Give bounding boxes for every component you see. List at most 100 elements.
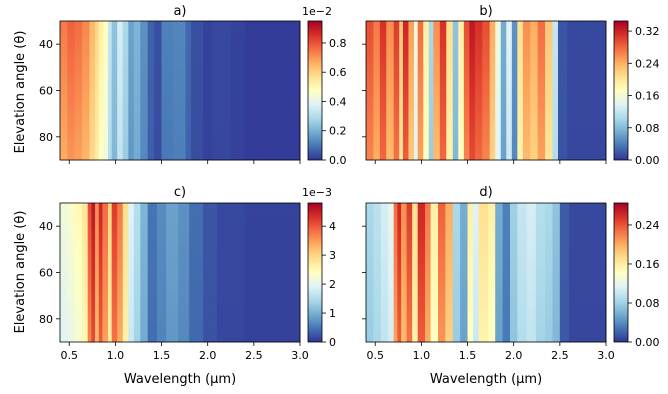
heatmap-cell — [212, 104, 232, 110]
heatmap-cell — [140, 150, 149, 156]
heatmap-cell — [482, 104, 491, 110]
heatmap-cell — [482, 58, 491, 64]
heatmap-cell — [467, 230, 474, 236]
heatmap-cell — [128, 212, 135, 218]
heatmap-cell — [467, 272, 474, 278]
heatmap-cell — [185, 99, 192, 105]
heatmap-cell — [189, 207, 204, 213]
heatmap-cell — [102, 253, 109, 259]
heatmap-cell — [393, 109, 400, 115]
heatmap-cell — [388, 244, 395, 250]
heatmap-cell — [500, 90, 507, 96]
colorbar-tick-label: 0.08 — [635, 297, 660, 310]
heatmap-cell — [399, 141, 404, 147]
heatmap-cell — [108, 235, 113, 241]
heatmap-cell — [133, 230, 141, 236]
heatmap-cell — [474, 155, 483, 161]
heatmap-cell — [423, 48, 430, 54]
heatmap-cell — [117, 272, 124, 278]
heatmap-cell — [545, 263, 553, 269]
heatmap-cell — [502, 230, 511, 236]
heatmap-cell — [386, 122, 395, 128]
heatmap-cell — [517, 150, 524, 156]
heatmap-cell — [128, 146, 135, 152]
heatmap-cell — [87, 291, 92, 297]
heatmap-cell — [172, 34, 186, 40]
heatmap-cell — [393, 258, 398, 264]
heatmap-cell — [517, 132, 524, 138]
heatmap-cell — [487, 291, 496, 297]
heatmap-cell — [545, 146, 553, 152]
heatmap-cell — [482, 67, 491, 73]
heatmap-cell — [203, 244, 218, 250]
heatmap-cell — [244, 150, 264, 156]
heatmap-cell — [467, 314, 474, 320]
heatmap-cell — [406, 300, 413, 306]
heatmap-cell — [172, 30, 186, 36]
heatmap-cell — [428, 99, 434, 105]
heatmap-cell — [510, 244, 518, 250]
heatmap-cell — [439, 122, 447, 128]
heatmap-cell — [522, 132, 531, 138]
heatmap-cell — [230, 30, 246, 36]
heatmap-cell — [95, 323, 100, 329]
heatmap-cell — [67, 118, 76, 124]
heatmap-cell — [428, 21, 434, 27]
heatmap-cell — [373, 30, 381, 36]
heatmap-cell — [156, 318, 167, 324]
heatmap-cell — [216, 337, 246, 343]
heatmap-cell — [98, 249, 103, 255]
heatmap-cell — [203, 314, 218, 320]
heatmap-cell — [91, 249, 96, 255]
heatmap-cell — [263, 90, 301, 96]
heatmap-cell — [128, 267, 135, 273]
heatmap-cell — [545, 141, 553, 147]
heatmap-cell — [438, 216, 446, 222]
heatmap-cell — [189, 263, 204, 269]
heatmap-cell — [386, 25, 395, 31]
heatmap-cell — [425, 332, 432, 338]
heatmap-cell — [203, 99, 213, 105]
heatmap-cell — [185, 150, 192, 156]
heatmap-cell — [559, 281, 570, 287]
heatmap-cell — [502, 318, 511, 324]
heatmap-cell — [60, 272, 68, 278]
heatmap-cell — [60, 263, 68, 269]
heatmap-cell — [230, 132, 246, 138]
heatmap-cell — [535, 328, 546, 334]
heatmap-cell — [140, 263, 149, 269]
heatmap-cell — [117, 44, 124, 50]
heatmap-cell — [216, 318, 246, 324]
heatmap-cell — [552, 203, 561, 209]
heatmap-cell — [379, 62, 387, 68]
heatmap-cell — [552, 136, 559, 142]
heatmap-cell — [379, 53, 387, 59]
heatmap-cell — [402, 30, 409, 36]
heatmap-cell — [439, 141, 447, 147]
heatmap-cell — [495, 258, 504, 264]
heatmap-cell — [154, 67, 162, 73]
heatmap-cell — [399, 34, 404, 40]
heatmap-cell — [140, 216, 149, 222]
heatmap-cell — [460, 286, 468, 292]
heatmap-cell — [133, 332, 141, 338]
heatmap-cell — [489, 104, 496, 110]
heatmap-cell — [559, 318, 570, 324]
heatmap-cell — [495, 122, 502, 128]
heatmap-cell — [89, 48, 96, 54]
heatmap-cell — [401, 314, 408, 320]
heatmap-cell — [203, 34, 213, 40]
heatmap-cell — [140, 323, 149, 329]
heatmap-cell — [393, 136, 400, 142]
heatmap-cell — [147, 44, 155, 50]
heatmap-cell — [567, 150, 607, 156]
heatmap-cell — [487, 332, 496, 338]
heatmap-cell — [89, 71, 96, 77]
heatmap-cell — [117, 58, 124, 64]
heatmap-cell — [530, 39, 539, 45]
heatmap-cell — [89, 113, 96, 119]
heatmap-cell — [244, 300, 301, 306]
heatmap-cell — [458, 141, 465, 147]
heatmap-cell — [495, 230, 504, 236]
heatmap-cell — [439, 113, 447, 119]
